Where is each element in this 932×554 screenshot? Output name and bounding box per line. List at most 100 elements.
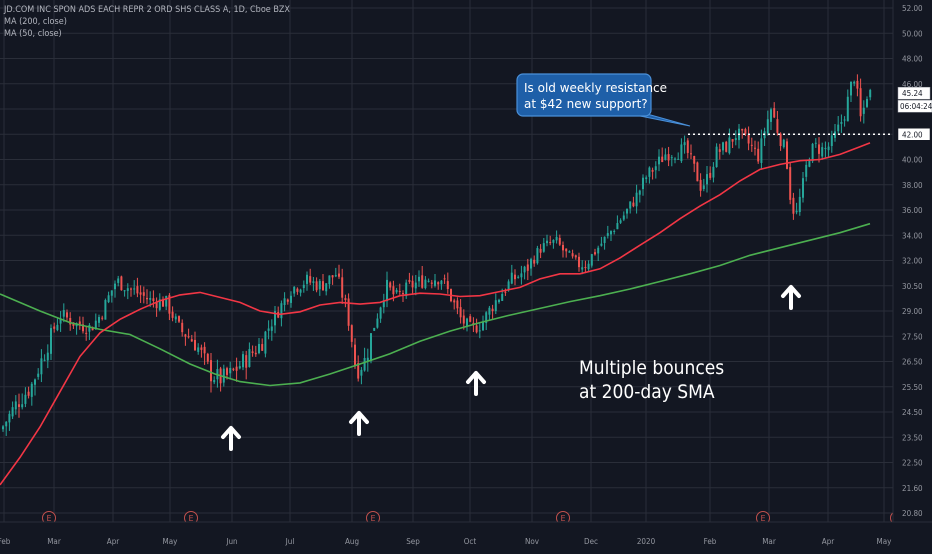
candle-body xyxy=(171,311,174,318)
candle-body xyxy=(37,373,40,377)
candle-body xyxy=(229,368,232,374)
countdown-label: 06:04:24 xyxy=(900,102,932,111)
legend-ma200[interactable]: MA (200, close) xyxy=(4,17,67,27)
ma50-line xyxy=(0,142,871,486)
legend-ma50[interactable]: MA (50, close) xyxy=(4,29,62,39)
candle-body xyxy=(130,288,132,290)
candle-body xyxy=(181,322,184,333)
candle-body xyxy=(242,354,244,368)
x-tick-label: Feb xyxy=(0,537,11,546)
candle-body xyxy=(165,295,168,307)
candle-body xyxy=(642,177,644,190)
x-tick-label: Oct xyxy=(464,537,477,546)
candle-body xyxy=(539,248,542,253)
candle-body xyxy=(520,273,523,278)
earnings-marker-label: E xyxy=(188,514,193,523)
candle-body xyxy=(430,282,433,284)
candle-body xyxy=(139,292,142,295)
candle-body xyxy=(360,369,363,376)
candle-body xyxy=(475,325,478,333)
candle-body xyxy=(203,346,206,354)
earnings-marker[interactable]: E xyxy=(756,511,770,525)
candle-body xyxy=(104,300,107,320)
candle-body xyxy=(859,88,862,117)
candle-body xyxy=(507,281,510,291)
y-tick-label: 36.00 xyxy=(902,206,923,215)
candle-body xyxy=(344,298,347,301)
candle-body xyxy=(155,301,158,309)
candle-body xyxy=(482,321,484,331)
price-axis[interactable]: 52.0050.0048.0046.0044.0042.0040.0038.00… xyxy=(892,0,932,522)
candle-body xyxy=(245,355,248,368)
candle-body xyxy=(5,421,8,427)
candle-body xyxy=(101,317,104,319)
candle-body xyxy=(594,252,596,255)
candle-body xyxy=(853,81,856,84)
candle-body xyxy=(494,300,497,312)
y-tick-label: 25.50 xyxy=(902,383,923,392)
candle-body xyxy=(53,326,56,329)
candle-body xyxy=(286,299,289,302)
candle-body xyxy=(485,312,488,323)
candle-body xyxy=(555,236,558,241)
candle-body xyxy=(248,349,251,367)
candle-body xyxy=(232,368,235,370)
time-axis-bg xyxy=(0,522,932,550)
candle-body xyxy=(840,122,843,124)
candle-body xyxy=(856,80,859,89)
last-price-tag xyxy=(897,86,931,100)
candle-body xyxy=(194,339,196,351)
candle-body xyxy=(88,325,91,332)
x-tick-label: May xyxy=(163,537,179,546)
candle-body xyxy=(686,140,689,153)
bounce-up-arrow-icon xyxy=(221,426,241,451)
candle-body xyxy=(552,239,555,243)
candle-body xyxy=(472,322,475,325)
candle-body xyxy=(821,147,824,157)
candle-body xyxy=(622,215,625,220)
candle-body xyxy=(315,281,318,291)
y-tick-label: 27.50 xyxy=(902,332,923,341)
candle-body xyxy=(805,164,808,177)
candle-body xyxy=(267,328,270,331)
candle-body xyxy=(466,318,468,326)
candle-body xyxy=(117,278,120,283)
candle-body xyxy=(434,280,436,286)
time-axis[interactable]: Feb Mar Apr May Jun Jul Aug Sep Oct Nov Dec 2020 Feb… xyxy=(0,521,932,550)
candle-body xyxy=(731,139,734,142)
candles[interactable] xyxy=(2,74,872,436)
candle-body xyxy=(56,324,59,331)
candle-body xyxy=(178,316,180,322)
candle-body xyxy=(750,144,753,146)
candle-body xyxy=(610,231,612,235)
candle-body xyxy=(850,81,852,96)
chart-legend: JD.COM INC SPON ADS EACH REPR 2 ORD SHS … xyxy=(4,4,290,40)
candle-body xyxy=(440,280,443,285)
candle-body xyxy=(443,278,446,280)
candle-body xyxy=(293,286,296,294)
callout-text-line2: at $42 new support? xyxy=(524,97,648,111)
candle-body xyxy=(814,142,817,144)
candle-body xyxy=(782,139,785,148)
candle-body xyxy=(152,298,155,301)
candle-body xyxy=(392,286,395,295)
candle-body xyxy=(78,321,81,326)
candle-body xyxy=(526,264,529,271)
earnings-marker-label: E xyxy=(760,514,765,523)
candle-body xyxy=(222,368,225,383)
candle-body xyxy=(386,279,388,302)
candle-body xyxy=(366,357,369,362)
candle-body xyxy=(606,233,609,236)
candle-body xyxy=(635,192,638,207)
candle-body xyxy=(120,276,123,291)
earnings-marker[interactable]: E xyxy=(184,511,198,525)
candle-body xyxy=(46,352,49,361)
candle-body xyxy=(510,272,513,284)
level-label: 42.00 xyxy=(902,130,923,139)
y-tick-label: 21.60 xyxy=(902,484,923,493)
candle-body xyxy=(523,266,526,273)
candle-body xyxy=(590,254,593,266)
candle-body xyxy=(174,316,177,320)
